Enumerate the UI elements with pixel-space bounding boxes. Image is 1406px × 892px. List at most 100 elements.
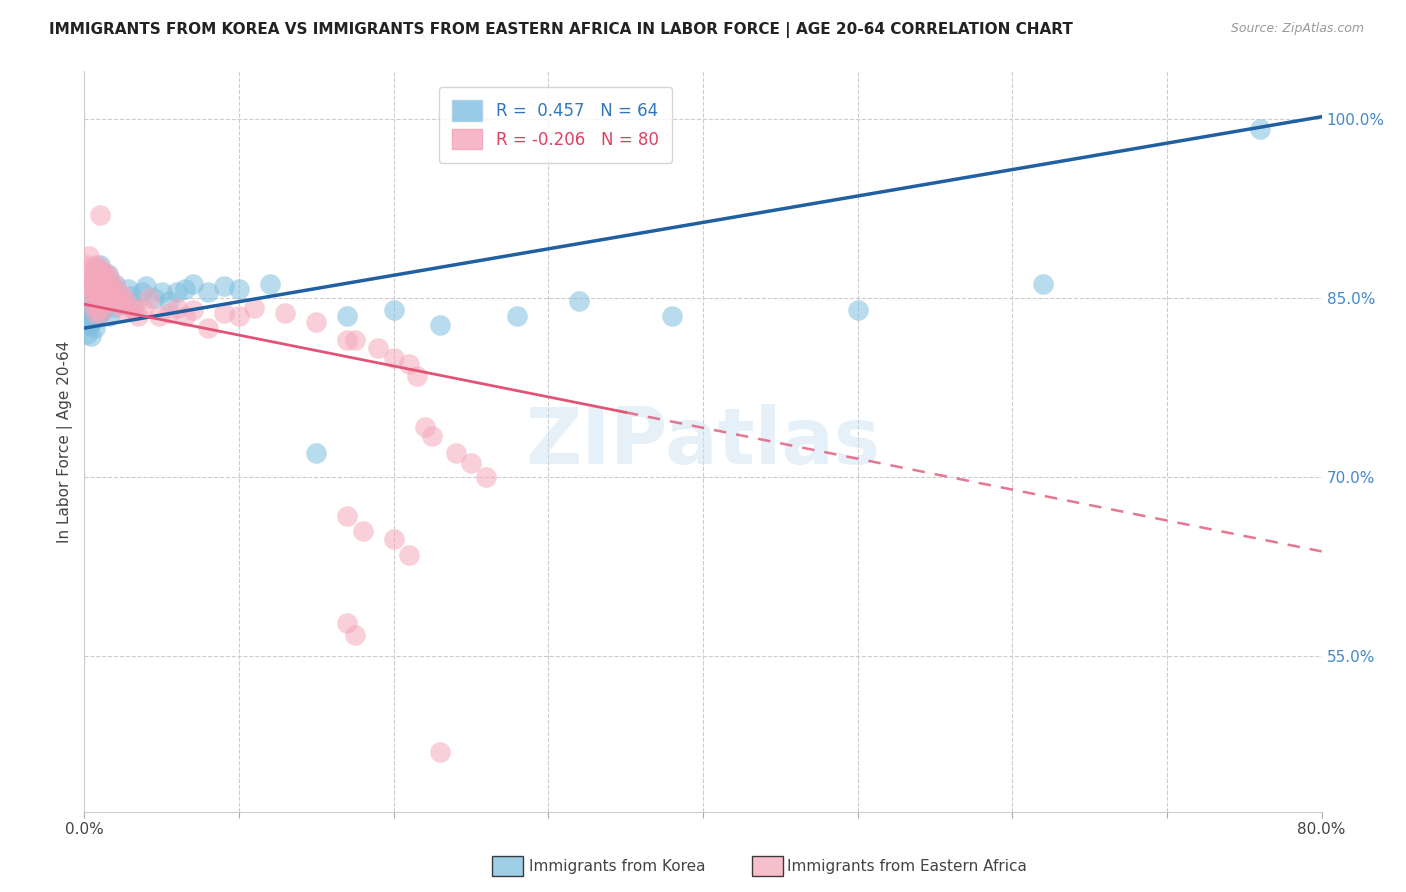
Point [87,268,110,282]
Point [108,297,131,311]
Point [79,268,101,282]
Point [83,285,105,300]
Point [115,293,138,308]
Point [82,279,104,293]
Point [84,265,107,279]
Point [135,279,157,293]
Point [159,305,180,319]
Point [148,309,170,323]
Point [460,456,482,470]
Point [143,291,166,305]
Point [84,297,107,311]
Point [76,327,98,342]
Point [367,342,389,356]
Point [86,261,108,276]
Point [422,428,444,442]
Point [98,289,121,303]
Point [336,309,359,323]
Point [105,291,128,305]
Point [91,282,114,296]
Point [506,309,529,323]
Point [1032,277,1054,291]
Point [104,277,127,291]
Text: IMMIGRANTS FROM KOREA VS IMMIGRANTS FROM EASTERN AFRICA IN LABOR FORCE | AGE 20-: IMMIGRANTS FROM KOREA VS IMMIGRANTS FROM… [49,22,1073,38]
Point [181,277,204,291]
Point [90,289,112,303]
Point [475,470,498,484]
Point [89,258,111,272]
Point [89,279,111,293]
Point [413,420,436,434]
Point [104,300,127,314]
Point [93,273,115,287]
Point [93,269,115,284]
Point [117,282,139,296]
Point [86,282,108,296]
Point [343,333,366,347]
Point [336,615,359,630]
Point [82,279,104,293]
Point [259,277,281,291]
Point [90,305,112,319]
Point [96,291,118,305]
Text: Source: ZipAtlas.com: Source: ZipAtlas.com [1230,22,1364,36]
Point [91,279,114,293]
Point [124,297,146,311]
Point [83,269,105,284]
Text: Immigrants from Eastern Africa: Immigrants from Eastern Africa [787,859,1028,873]
Point [87,301,110,315]
Point [98,269,121,284]
Point [127,309,149,323]
Point [138,291,160,305]
Y-axis label: In Labor Force | Age 20-64: In Labor Force | Age 20-64 [58,341,73,542]
Point [101,297,124,311]
Point [132,301,155,315]
Point [120,289,142,303]
Point [197,285,219,300]
Point [96,277,118,291]
Point [212,279,235,293]
Point [89,208,111,222]
Point [83,285,105,300]
Point [101,289,124,303]
Point [661,309,683,323]
Point [305,446,328,460]
Point [76,258,98,272]
Point [77,250,100,264]
Point [77,277,100,291]
Point [86,258,108,272]
Point [228,282,250,296]
Point [79,303,101,318]
Point [91,303,114,318]
Point [84,305,107,319]
Point [336,333,359,347]
Point [382,303,405,318]
Point [1249,121,1271,136]
Point [82,261,104,276]
Point [79,282,101,296]
Point [98,285,121,300]
Point [86,309,108,323]
Point [93,293,115,308]
Point [98,309,121,323]
Point [86,293,108,308]
Point [444,446,467,460]
Point [174,309,197,323]
Point [90,269,112,284]
Point [86,277,108,291]
Point [107,285,129,300]
Point [166,301,188,315]
Point [197,321,219,335]
Point [382,351,405,365]
Point [89,297,111,311]
Point [112,303,135,318]
Text: ZIPatlas: ZIPatlas [526,403,880,480]
Point [84,282,107,296]
Point [90,268,112,282]
Point [274,305,297,319]
Point [94,285,117,300]
Point [87,285,110,300]
Point [77,309,100,323]
Point [382,533,405,547]
Point [846,303,869,318]
